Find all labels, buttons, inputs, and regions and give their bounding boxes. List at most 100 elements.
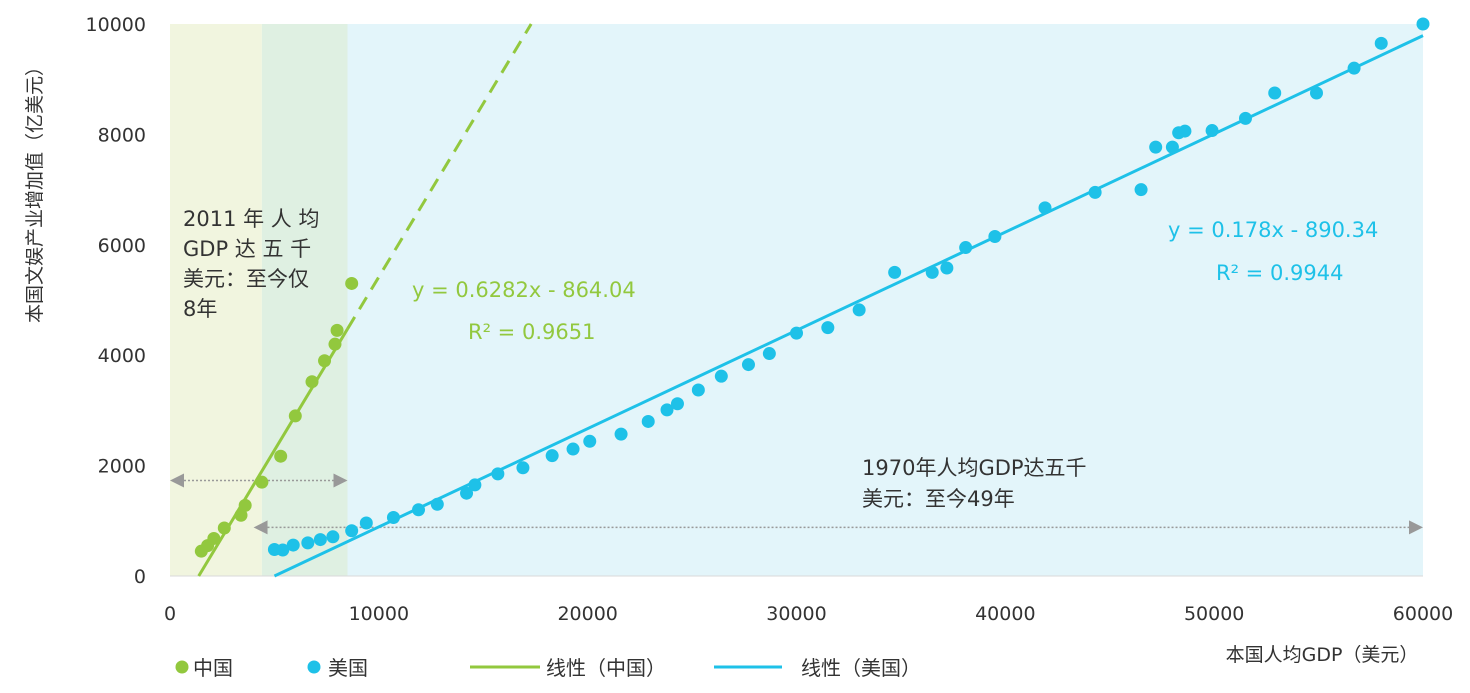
usa-point [1088, 185, 1102, 199]
usa-point [1374, 36, 1388, 50]
china-point [238, 498, 252, 512]
usa-point [516, 461, 530, 475]
usa-point [1134, 183, 1148, 197]
y-axis-ticks: 0 2000 4000 6000 8000 10000 [86, 14, 146, 588]
legend-usa-trend-label: 线性（美国） [801, 656, 921, 680]
china-early-band [170, 24, 262, 576]
usa-point [940, 261, 954, 275]
usa-point [276, 543, 290, 557]
usa-point [430, 497, 444, 511]
legend-china-marker [175, 660, 189, 674]
usa-point [925, 265, 939, 279]
china-trendline [197, 328, 349, 577]
china-note-line-2: GDP 达 五 千 [183, 237, 311, 261]
usa-point [1268, 86, 1282, 100]
usa-point [412, 503, 426, 517]
usa-points [267, 17, 1430, 557]
x-tick-label: 40000 [975, 603, 1035, 625]
x-tick-label: 60000 [1393, 603, 1453, 625]
usa-point [583, 434, 597, 448]
usa-point [1347, 61, 1361, 75]
x-tick-label: 0 [164, 603, 176, 625]
china-note-line-4: 8年 [183, 297, 217, 321]
usa-point [460, 486, 474, 500]
legend-usa-marker [307, 660, 321, 674]
x-tick-label: 10000 [349, 603, 409, 625]
usa-point [790, 326, 803, 340]
china-point [318, 354, 332, 368]
china-point [345, 276, 359, 290]
usa-point [1038, 201, 1052, 215]
legend-china-label: 中国 [193, 656, 233, 680]
usa-point [1205, 124, 1219, 138]
usa-point [762, 347, 776, 361]
usa-point [821, 321, 835, 335]
china-recent-band [261, 24, 348, 576]
china-trendline-extension [346, 23, 533, 330]
china-note-line-3: 美元：至今仅 [183, 267, 309, 291]
china-points [194, 276, 359, 558]
china-point [274, 449, 288, 463]
china-point [207, 531, 221, 545]
y-tick-label: 2000 [98, 456, 146, 478]
usa-point [852, 303, 866, 317]
y-tick-label: 4000 [98, 345, 146, 367]
range-arrows [170, 473, 1423, 535]
usa-trendline [273, 34, 1424, 578]
usa-trend-equation: y = 0.178x - 890.34 [1168, 218, 1378, 242]
china-trend-r2: R² = 0.9651 [468, 320, 595, 344]
usa-point [714, 369, 728, 383]
china-point [305, 375, 319, 389]
china-point [217, 521, 231, 535]
usa-point [359, 516, 373, 530]
china-point [288, 409, 302, 423]
usa-point [326, 530, 340, 544]
usa-point [641, 414, 655, 428]
usa-point [988, 230, 1002, 244]
usa-point [545, 449, 559, 463]
china-point [328, 337, 342, 351]
usa-point [670, 397, 684, 411]
usa-point [1178, 124, 1192, 138]
usa-point [660, 403, 674, 417]
usa-point [741, 358, 755, 372]
usa-point [888, 265, 902, 279]
usa-point [1165, 140, 1179, 154]
usa-point [1149, 140, 1163, 154]
x-tick-label: 50000 [1184, 603, 1244, 625]
usa-point [691, 383, 705, 397]
x-tick-label: 30000 [766, 603, 826, 625]
usa-point [386, 510, 400, 524]
china-range-arrow-right-head [333, 473, 348, 488]
china-range-arrow-left-head [170, 473, 184, 488]
usa-point [491, 467, 505, 481]
usa-note-line-1: 1970年人均GDP达五千 [862, 456, 1087, 480]
y-tick-label: 6000 [98, 235, 146, 257]
x-tick-label: 20000 [557, 603, 617, 625]
x-axis-ticks: 0 10000 20000 30000 40000 50000 60000 [164, 603, 1453, 625]
usa-point [313, 533, 327, 547]
usa-note-line-2: 美元：至今49年 [862, 487, 1015, 511]
trendlines [197, 23, 1424, 578]
usa-point [286, 538, 300, 552]
usa-point [468, 478, 482, 492]
usa-point [301, 536, 315, 550]
y-axis-label: 本国文娱产业增加值（亿美元） [24, 57, 46, 323]
usa-range-arrow-left-head [253, 520, 268, 535]
x-axis-label: 本国人均GDP（美元） [1226, 644, 1419, 666]
usa-point [959, 241, 973, 255]
usa-point [1309, 86, 1323, 100]
y-tick-label: 0 [134, 566, 146, 588]
usa-point [1238, 111, 1252, 125]
china-point [255, 475, 269, 489]
y-tick-label: 8000 [98, 124, 146, 146]
y-tick-label: 10000 [86, 14, 146, 36]
china-point [234, 508, 248, 522]
legend-china-trend-label: 线性（中国） [546, 656, 666, 680]
usa-point [614, 427, 628, 441]
usa-point [566, 442, 580, 456]
china-trend-equation: y = 0.6282x - 864.04 [412, 278, 636, 302]
china-point [330, 323, 344, 337]
usa-point [345, 524, 359, 538]
